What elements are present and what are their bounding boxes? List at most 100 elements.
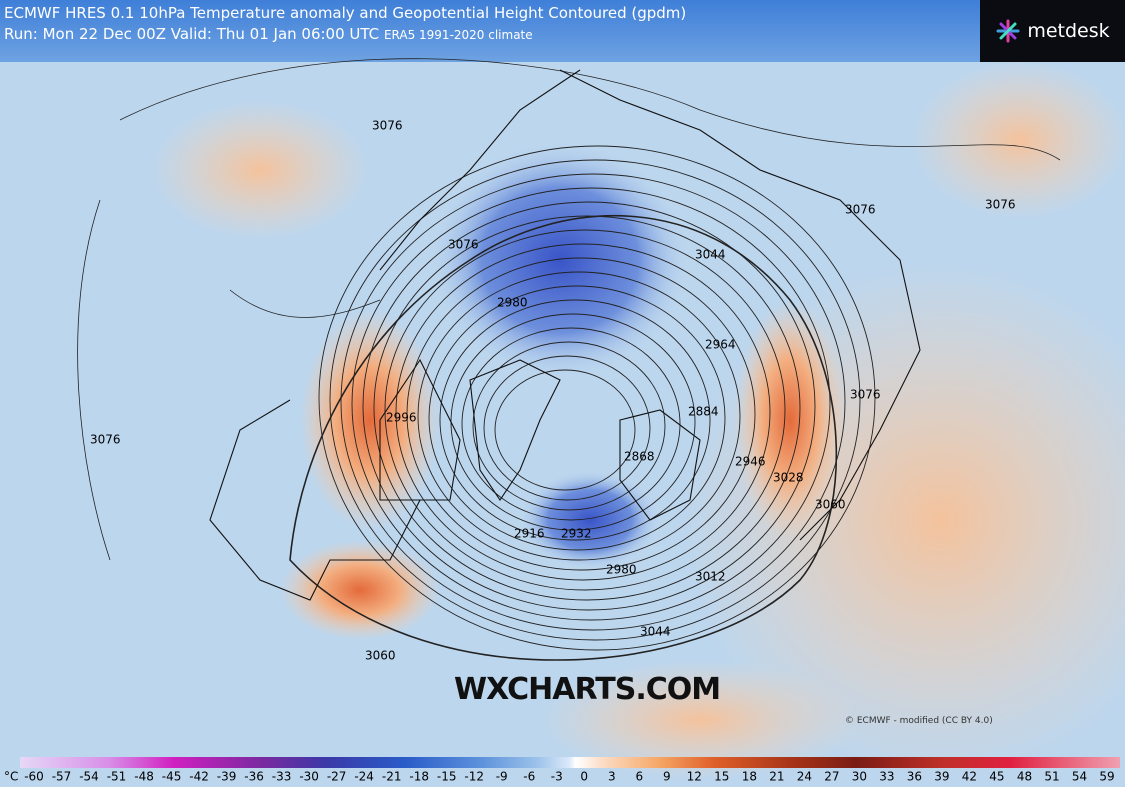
contour-labels: 3076 3076 3076 3076 3076 3076 3044 2980 … xyxy=(90,119,1016,663)
colorbar-tick-label: -42 xyxy=(189,770,209,784)
arctic-islands xyxy=(379,358,461,501)
colorbar xyxy=(20,757,1120,768)
credit: © ECMWF - modified (CC BY 4.0) xyxy=(845,716,993,726)
contour-label: 2946 xyxy=(735,455,766,469)
contour xyxy=(417,271,741,561)
height-contours xyxy=(77,58,1061,661)
watermark: WXCHARTS.COM xyxy=(454,672,721,707)
colorbar-tick-label: -18 xyxy=(409,770,429,784)
colorbar-tick-label: -45 xyxy=(162,770,182,784)
north-america xyxy=(209,399,421,601)
colorbar-tick-label: 27 xyxy=(824,770,839,784)
warm-anomaly xyxy=(735,300,845,540)
colorbar-tick-label: 54 xyxy=(1072,770,1087,784)
colorbar-tick-label: -6 xyxy=(523,770,535,784)
contour xyxy=(340,173,846,631)
contour xyxy=(439,299,711,541)
colorbar-tick-label: -24 xyxy=(354,770,374,784)
contour-label: 2884 xyxy=(688,405,719,419)
colorbar-tick-label: -36 xyxy=(244,770,264,784)
colorbar-tick-label: -15 xyxy=(437,770,457,784)
coastlines xyxy=(209,69,921,601)
contour-label: 3076 xyxy=(845,203,876,217)
colorbar-tick-label: 33 xyxy=(879,770,894,784)
contour xyxy=(77,199,111,561)
colorbar-tick-label: -54 xyxy=(79,770,99,784)
contour xyxy=(384,229,786,591)
header-band xyxy=(0,0,1125,62)
colorbar-tick-label: 42 xyxy=(962,770,977,784)
colorbar-tick-label: -51 xyxy=(107,770,127,784)
colorbar-tick-label: -21 xyxy=(382,770,402,784)
colorbar-tick-label: -3 xyxy=(551,770,563,784)
contour-label: 2964 xyxy=(705,338,736,352)
colorbar-tick-label: 45 xyxy=(989,770,1004,784)
contour-label: 3076 xyxy=(985,198,1016,212)
contour xyxy=(318,145,876,651)
colorbar-tick-label: 36 xyxy=(907,770,922,784)
model: ECMWF HRES 0.1 xyxy=(4,4,135,22)
contour-label: 3076 xyxy=(372,119,403,133)
colorbar-tick-label: -9 xyxy=(496,770,508,784)
contour xyxy=(428,285,726,551)
contour-label: 3060 xyxy=(365,649,396,663)
colorbar-tick-label: 18 xyxy=(742,770,757,784)
colorbar-tick-label: -57 xyxy=(52,770,72,784)
colorbar-tick-label: 30 xyxy=(852,770,867,784)
contour xyxy=(119,58,1061,161)
colorbar-tick-label: 12 xyxy=(687,770,702,784)
cold-core xyxy=(430,140,690,380)
colorbar-tick-label: 6 xyxy=(635,770,643,784)
colorbar-tick-label: 39 xyxy=(934,770,949,784)
contour xyxy=(395,243,771,581)
colorbar-tick-label: 0 xyxy=(580,770,588,784)
contour-label: 3060 xyxy=(815,498,846,512)
logo[interactable]: metdesk xyxy=(980,0,1125,62)
colorbar-tick-label: -60 xyxy=(24,770,44,784)
contour-label: 2932 xyxy=(561,527,592,541)
colorbar-tick-label: -30 xyxy=(299,770,319,784)
contour xyxy=(483,355,651,501)
contour xyxy=(494,369,636,491)
colorbar-tick-label: 48 xyxy=(1017,770,1032,784)
alaska-siberia xyxy=(379,69,581,271)
contour-label: 3076 xyxy=(850,388,881,402)
colorbar-tick-label: -48 xyxy=(134,770,154,784)
warm-area xyxy=(150,100,370,240)
warm-anomaly xyxy=(280,540,440,640)
colorbar-tick-label: -12 xyxy=(464,770,484,784)
contour xyxy=(329,159,861,641)
logo-icon xyxy=(996,19,1020,43)
contour xyxy=(351,187,831,621)
logo-text: metdesk xyxy=(1027,20,1110,42)
warm-area xyxy=(540,660,860,780)
colorbar-tick-label: 3 xyxy=(608,770,616,784)
colorbar-tick-label: 21 xyxy=(769,770,784,784)
colorbar-tick-label: -39 xyxy=(217,770,237,784)
colorbar-tick-label: 9 xyxy=(663,770,671,784)
climate-note: ERA5 1991-2020 climate xyxy=(383,28,533,42)
contour-label: 3044 xyxy=(640,625,671,639)
colorbar-unit: °C xyxy=(4,770,18,784)
contour-label: 2980 xyxy=(497,296,528,310)
contour xyxy=(289,214,838,661)
colorbar-tick-label: 51 xyxy=(1044,770,1059,784)
colorbar-tick-label: 24 xyxy=(797,770,812,784)
contour-label: 2980 xyxy=(606,563,637,577)
contour-label: 2868 xyxy=(624,450,655,464)
contour xyxy=(461,327,681,521)
colorbar-tick-label: -33 xyxy=(272,770,292,784)
contour-label: 3028 xyxy=(773,471,804,485)
warm-anomaly xyxy=(300,310,440,530)
greenland xyxy=(469,359,561,501)
warm-area xyxy=(910,60,1125,220)
cold-core xyxy=(520,470,660,570)
contour xyxy=(229,289,381,318)
contour xyxy=(373,215,801,601)
colorbar-tick-label: 59 xyxy=(1099,770,1114,784)
colorbar-ticks: -60 -57 -54 -51 -48 -45 -42 -39 -36 -33 -30 -27 -24-… xyxy=(24,770,1114,784)
run-info: Run: Mon 22 Dec 00Z Valid: Thu 01 Jan 06… xyxy=(4,25,380,43)
contour xyxy=(472,341,666,511)
